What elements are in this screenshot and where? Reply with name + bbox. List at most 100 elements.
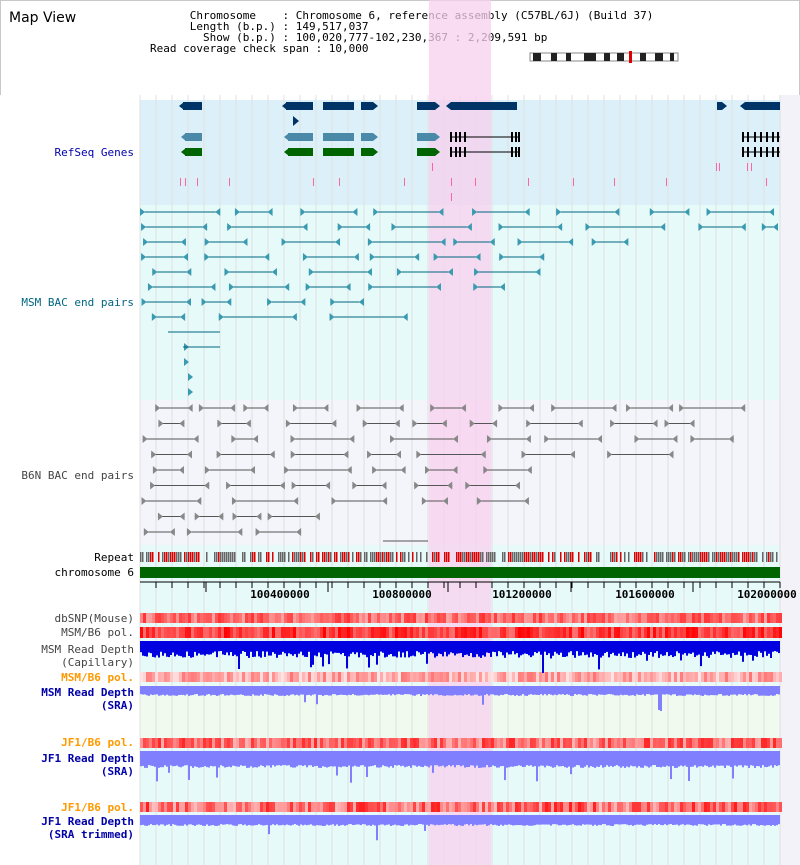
depth-bar (254, 686, 256, 696)
depth-bar (492, 641, 494, 652)
heat-cell (425, 672, 428, 682)
heat-cell (476, 738, 479, 748)
heat-cell (173, 672, 176, 682)
repeat-element (280, 552, 282, 562)
depth-bar (238, 751, 240, 767)
msm-bac-end-pairs-track[interactable] (140, 208, 778, 396)
chromosome-bar[interactable] (140, 567, 780, 578)
bac-end-marker (237, 528, 243, 536)
repeat-element (548, 552, 550, 562)
transcript-exon (185, 133, 202, 141)
depth-bar (248, 686, 250, 696)
depth-bar (190, 815, 192, 825)
depth-bar (736, 686, 738, 696)
depth-bar (162, 815, 164, 825)
heat-cell (698, 613, 701, 623)
depth-bar (690, 641, 692, 654)
depth-bar (382, 641, 384, 653)
repeat-track[interactable] (140, 552, 778, 562)
depth-bar (774, 641, 776, 652)
heat-cell (560, 672, 563, 682)
depth-bar (418, 815, 420, 825)
depth-bar (438, 686, 440, 696)
b6n-bac-end-pairs-track[interactable] (141, 404, 746, 542)
heat-cell (311, 672, 314, 682)
depth-bar (628, 641, 630, 658)
depth-bar (400, 641, 402, 658)
repeat-element (526, 552, 528, 562)
depth-bar (496, 815, 498, 826)
heat-cell (362, 613, 365, 623)
heat-cell (326, 738, 329, 748)
depth-bar (170, 751, 172, 766)
depth-bar (672, 815, 674, 826)
depth-bar (490, 686, 492, 695)
heat-cell (245, 802, 248, 812)
depth-bar (616, 686, 618, 696)
depth-bar (678, 751, 680, 767)
heat-cell (617, 627, 620, 638)
gene-block (361, 102, 373, 110)
heat-cell (776, 802, 779, 812)
depth-bar (384, 815, 386, 826)
depth-bar (694, 686, 696, 695)
depth-bar (454, 815, 456, 826)
heat-cell (143, 627, 146, 638)
heat-cell (212, 627, 215, 638)
heat-cell (521, 613, 524, 623)
depth-bar (508, 815, 510, 825)
repeat-element (164, 552, 166, 562)
ideogram-band (566, 53, 571, 61)
depth-bar (322, 641, 324, 667)
repeat-element (252, 552, 254, 562)
depth-bar (478, 815, 480, 825)
heat-cell (416, 672, 419, 682)
read-depth-tracks[interactable] (140, 641, 780, 841)
heat-cell (518, 738, 521, 748)
heat-cell (200, 672, 203, 682)
heat-cell (152, 613, 155, 623)
bac-end-marker (367, 450, 373, 459)
heat-cell (272, 802, 275, 812)
transcript-exon (464, 132, 466, 142)
heat-cell (572, 802, 575, 812)
depth-bar (624, 751, 626, 768)
depth-bar (228, 686, 230, 696)
depth-bar (422, 815, 424, 825)
repeat-element (524, 552, 526, 562)
depth-bar (500, 641, 502, 653)
polymorphism-heat-tracks[interactable] (140, 613, 782, 812)
depth-bar (622, 686, 624, 696)
repeat-element (662, 552, 664, 562)
depth-bar (714, 815, 716, 825)
depth-bar (518, 751, 520, 766)
heat-cell (251, 802, 254, 812)
refseq-genes-track[interactable] (179, 102, 780, 201)
chromosome-ideogram[interactable] (529, 51, 679, 63)
highlighted-region[interactable] (429, 0, 491, 865)
depth-bar (542, 641, 544, 673)
transcript-exon (518, 132, 520, 142)
depth-bar (772, 641, 774, 652)
transcript-exon (361, 133, 373, 141)
heat-cell (446, 802, 449, 812)
heat-cell (146, 738, 149, 748)
heat-cell (632, 672, 635, 682)
depth-bar (150, 815, 152, 825)
bac-end-marker (664, 419, 670, 428)
depth-bar (654, 686, 656, 695)
heat-cell (527, 613, 530, 623)
repeat-element (636, 552, 638, 562)
heat-cell (653, 738, 656, 748)
heat-cell (746, 672, 749, 682)
snp-tick (573, 178, 574, 186)
depth-bar (336, 686, 338, 696)
heat-cell (350, 802, 353, 812)
heat-cell (305, 672, 308, 682)
heat-cell (215, 672, 218, 682)
depth-bar (350, 815, 352, 825)
heat-cell (458, 738, 461, 748)
heat-cell (215, 613, 218, 623)
heat-cell (416, 627, 419, 638)
